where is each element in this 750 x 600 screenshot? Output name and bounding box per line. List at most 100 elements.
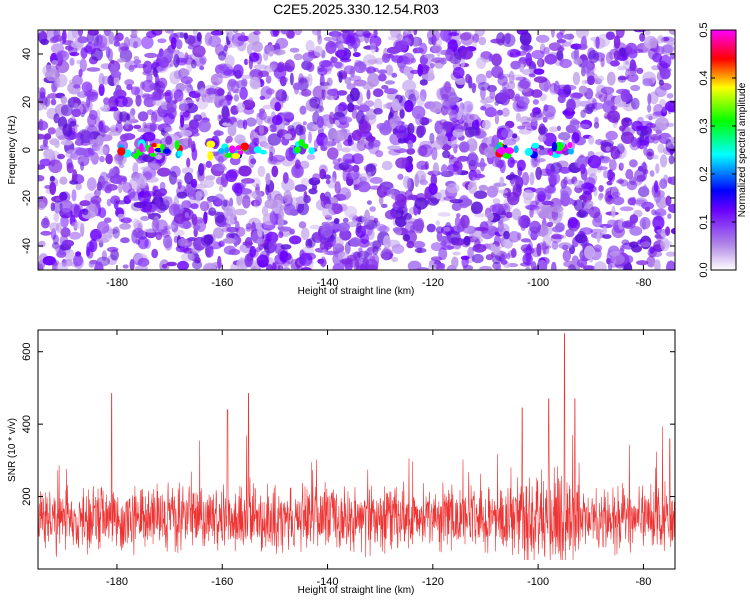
spectrogram-blob [195, 90, 200, 103]
colorbar-gradient [711, 30, 736, 270]
spectrogram-blob [274, 101, 282, 112]
colorbar-label: Normalized spectral amplitude [737, 82, 748, 217]
spectrogram-blob [214, 163, 226, 172]
spectrogram-blob [265, 172, 271, 185]
spectrogram-blob [379, 122, 392, 136]
spectrogram-blob [611, 205, 616, 218]
spectrogram-hot-blob [117, 147, 126, 156]
spectrogram-blob [258, 70, 270, 77]
spectrogram-blob [609, 159, 617, 171]
spectrogram-blob [629, 138, 641, 151]
spectrogram-blob [227, 80, 235, 92]
spectrogram-hot-blob [240, 142, 250, 151]
spectrogram-blob [128, 36, 142, 48]
spectrogram-blob [140, 216, 150, 221]
spectrogram-blob [592, 216, 603, 228]
spectrogram-blob [308, 131, 312, 144]
spectrogram-blob [612, 196, 625, 206]
spectrogram-blob [187, 136, 193, 149]
spectrogram-blob [466, 104, 473, 113]
spectrogram-blob [256, 238, 265, 245]
spectrogram-blob [166, 100, 177, 114]
spectrogram-blob [177, 181, 182, 190]
spectrogram-blob [530, 112, 537, 118]
spectrogram-blob [248, 154, 255, 169]
spectrogram-blob [381, 160, 393, 171]
spectrogram-blob [662, 44, 675, 54]
spectrogram-blob [130, 86, 140, 96]
spectrogram-blob [193, 30, 198, 38]
spectrogram-blob [313, 139, 319, 149]
spectrogram-blob [38, 120, 49, 131]
spectrogram-blob [521, 121, 532, 127]
spectrogram-blob [377, 69, 388, 74]
spectrogram-blob [299, 252, 313, 267]
spectrogram-blob [605, 51, 613, 64]
spectrogram-blob [298, 221, 307, 229]
spectrogram-blob [605, 130, 618, 141]
spectrogram-blob [420, 174, 426, 185]
spectrogram-blob [475, 162, 487, 168]
spectrogram-blob [214, 211, 225, 224]
spectrogram-blob [467, 181, 478, 194]
spectrogram-blob [122, 182, 133, 193]
spectrogram-blob [269, 210, 276, 224]
spectrogram-blob [199, 65, 205, 71]
spectrogram-blob [381, 247, 390, 261]
spectrogram-blob [412, 218, 424, 232]
spectrogram-blob [239, 87, 248, 100]
spectrogram-blob [642, 168, 649, 175]
spectrogram-blob [150, 123, 163, 130]
spectrogram-blob [319, 60, 332, 68]
spectrogram-blob [281, 90, 287, 103]
spectrogram-blob [73, 205, 80, 218]
spectrogram-blob [308, 188, 318, 195]
spectrogram-blob [204, 95, 217, 104]
spectrogram-blob [71, 108, 82, 118]
spectrogram-blob [517, 125, 526, 130]
spectrogram-blob [262, 104, 274, 110]
spectrogram-blob [578, 85, 588, 94]
spectrogram-blob [151, 248, 159, 259]
spectrogram-blob [199, 201, 210, 212]
spectrogram-blob [542, 241, 547, 255]
spectrogram-blob [342, 153, 355, 164]
spectrogram-blob [391, 244, 405, 254]
spectrogram-blob [483, 146, 497, 158]
spectrogram-blob [535, 187, 547, 195]
spectrogram-blob [163, 112, 175, 125]
spectrogram-blob [474, 226, 489, 232]
spectrogram-blob [615, 30, 625, 39]
spectrogram-blob [217, 73, 231, 79]
spectrogram-hot-blob [548, 151, 554, 156]
spectrogram-blob [191, 147, 198, 161]
spectrogram-blob [602, 234, 612, 239]
spectrogram-blob [531, 63, 536, 69]
spectrogram-blob [353, 61, 367, 74]
spectrogram-blob [535, 193, 540, 206]
spectrogram-blob [164, 126, 173, 133]
spectrogram-blob [239, 243, 253, 254]
spectrogram-blob [166, 49, 181, 55]
spectrogram-blob [581, 182, 595, 190]
spectrogram-blob [50, 202, 55, 212]
spectrogram-blob [113, 40, 121, 47]
spectrogram-blob [384, 80, 396, 85]
spectrogram-blob [294, 30, 303, 36]
spectrogram-blob [469, 114, 479, 121]
spectrogram-blob [668, 30, 675, 35]
spectrogram-blob [603, 170, 609, 179]
spectrogram-blob [96, 221, 110, 234]
spectrogram-blob [71, 189, 77, 202]
spectrogram-blob [354, 30, 366, 37]
spectrogram-hot-blob [551, 141, 558, 152]
spectrogram-blob [477, 81, 490, 91]
x-tick-label: -160 [211, 576, 233, 588]
colorbar-ticks: 0.0 0.1 0.2 0.3 0.4 0.5 [698, 22, 736, 278]
spectrogram-blob [551, 234, 564, 240]
spectrogram-blob [660, 237, 670, 252]
spectrogram-hot-blob [298, 139, 305, 147]
spectrogram-blob [73, 255, 84, 270]
spectrogram-hot-blob [206, 140, 216, 148]
spectrogram-blob [459, 141, 470, 153]
